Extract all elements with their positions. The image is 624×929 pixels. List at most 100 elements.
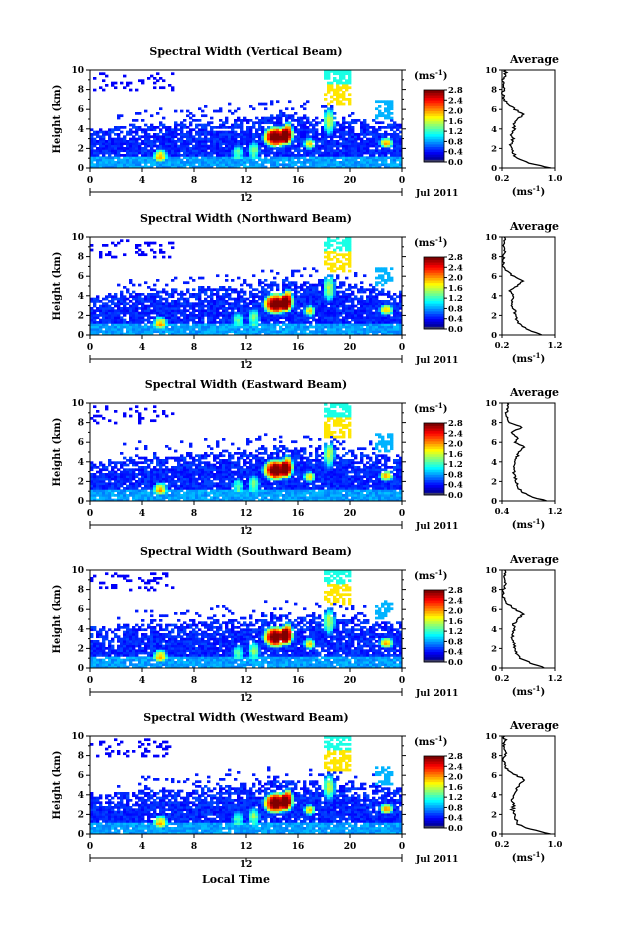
heatmap-cell bbox=[291, 147, 295, 150]
heatmap-cell bbox=[348, 258, 352, 261]
heatmap-cell bbox=[261, 295, 265, 299]
heatmap-cell bbox=[207, 316, 211, 320]
heatmap-cell bbox=[231, 309, 235, 313]
heatmap-cell bbox=[129, 304, 133, 308]
heatmap-cell bbox=[354, 147, 358, 150]
heatmap-cell bbox=[288, 323, 292, 327]
heatmap-cell bbox=[258, 123, 262, 127]
heatmap-cell bbox=[303, 151, 307, 155]
heatmap-cell bbox=[162, 487, 166, 490]
heatmap-cell bbox=[330, 311, 334, 315]
heatmap-cell bbox=[363, 151, 367, 155]
heatmap-cell bbox=[339, 156, 343, 160]
heatmap-cell bbox=[354, 140, 358, 143]
heatmap-cell bbox=[288, 140, 292, 143]
heatmap-cell bbox=[309, 121, 313, 125]
heatmap-cell bbox=[246, 137, 250, 141]
heatmap-cell bbox=[171, 300, 175, 303]
heatmap-cell bbox=[264, 300, 268, 303]
heatmap-cell bbox=[183, 123, 187, 127]
heatmap-cell bbox=[273, 295, 277, 299]
heatmap-cell bbox=[288, 316, 292, 320]
heatmap-cell bbox=[96, 314, 100, 317]
heatmap-cell bbox=[102, 323, 106, 327]
heatmap-cell bbox=[192, 163, 196, 167]
heatmap-cell bbox=[315, 144, 319, 148]
x-tick-label: 8 bbox=[191, 176, 197, 186]
heatmap-cell bbox=[165, 283, 169, 287]
heatmap-cell bbox=[303, 321, 307, 324]
heatmap-cell bbox=[141, 147, 145, 150]
heatmap-cell bbox=[312, 123, 316, 127]
heatmap-cell bbox=[309, 311, 313, 315]
heatmap-cell bbox=[159, 144, 163, 148]
heatmap-cell bbox=[294, 302, 298, 306]
heatmap-cell bbox=[231, 161, 235, 164]
heatmap-cell bbox=[342, 147, 346, 150]
heatmap-cell bbox=[330, 328, 334, 331]
heatmap-cell bbox=[399, 314, 403, 317]
heatmap-cell bbox=[96, 482, 100, 486]
heatmap-cell bbox=[153, 491, 157, 495]
heatmap-cell bbox=[243, 325, 247, 329]
heatmap-cell bbox=[330, 112, 334, 115]
heatmap-cell bbox=[168, 255, 172, 259]
heatmap-cell bbox=[138, 440, 142, 444]
heatmap-cell bbox=[273, 142, 277, 146]
heatmap-cell bbox=[324, 323, 328, 327]
heatmap-cell bbox=[135, 300, 139, 303]
heatmap-cell bbox=[396, 156, 400, 160]
heatmap-cell bbox=[117, 137, 121, 141]
heatmap-cell bbox=[156, 72, 160, 76]
avg-x-tick-label: 1.0 bbox=[548, 174, 563, 184]
heatmap-cell bbox=[381, 302, 385, 306]
heatmap-cell bbox=[381, 293, 385, 296]
heatmap-cell bbox=[216, 314, 220, 317]
heatmap-cell bbox=[267, 137, 271, 141]
heatmap-cell bbox=[105, 330, 109, 334]
heatmap-cell bbox=[393, 330, 397, 334]
heatmap-cell bbox=[228, 325, 232, 329]
heatmap-cell bbox=[240, 140, 244, 143]
heatmap-cell bbox=[324, 262, 328, 266]
heatmap-cell bbox=[147, 241, 151, 245]
heatmap-cell bbox=[321, 332, 325, 336]
heatmap-cell bbox=[348, 126, 352, 129]
heatmap-cell bbox=[90, 473, 94, 476]
heatmap-cell bbox=[177, 149, 181, 153]
heatmap-cell bbox=[270, 126, 274, 129]
heatmap-cell bbox=[108, 487, 112, 490]
heatmap-cell bbox=[327, 112, 331, 115]
heatmap-cell bbox=[249, 119, 253, 122]
heatmap-cell bbox=[258, 156, 262, 160]
heatmap-cell bbox=[261, 137, 265, 141]
heatmap-cell bbox=[282, 302, 286, 306]
heatmap-cell bbox=[114, 151, 118, 155]
colorbar-step bbox=[424, 303, 444, 307]
heatmap-cell bbox=[330, 290, 334, 294]
heatmap-cell bbox=[237, 300, 241, 303]
heatmap-cell bbox=[153, 328, 157, 331]
heatmap-cell bbox=[378, 269, 382, 273]
heatmap-cell bbox=[261, 142, 265, 146]
heatmap-cell bbox=[393, 316, 397, 320]
heatmap-cell bbox=[90, 318, 94, 322]
heatmap-cell bbox=[141, 489, 145, 493]
heatmap-cell bbox=[381, 158, 385, 162]
heatmap-cell bbox=[93, 144, 97, 148]
heatmap-cell bbox=[189, 482, 193, 486]
heatmap-cell bbox=[210, 147, 214, 150]
heatmap-cell bbox=[201, 140, 205, 143]
heatmap-cell bbox=[204, 128, 208, 132]
heatmap-cell bbox=[243, 133, 247, 136]
heatmap-cell bbox=[132, 135, 136, 139]
heatmap-cell bbox=[255, 323, 259, 327]
heatmap-cell bbox=[303, 309, 307, 313]
heatmap-cell bbox=[105, 74, 109, 78]
heatmap-cell bbox=[258, 307, 262, 310]
heatmap-cell bbox=[243, 332, 247, 336]
heatmap-cell bbox=[192, 128, 196, 132]
heatmap-cell bbox=[186, 328, 190, 331]
heatmap-cell bbox=[129, 293, 133, 296]
heatmap-cell bbox=[342, 241, 346, 245]
